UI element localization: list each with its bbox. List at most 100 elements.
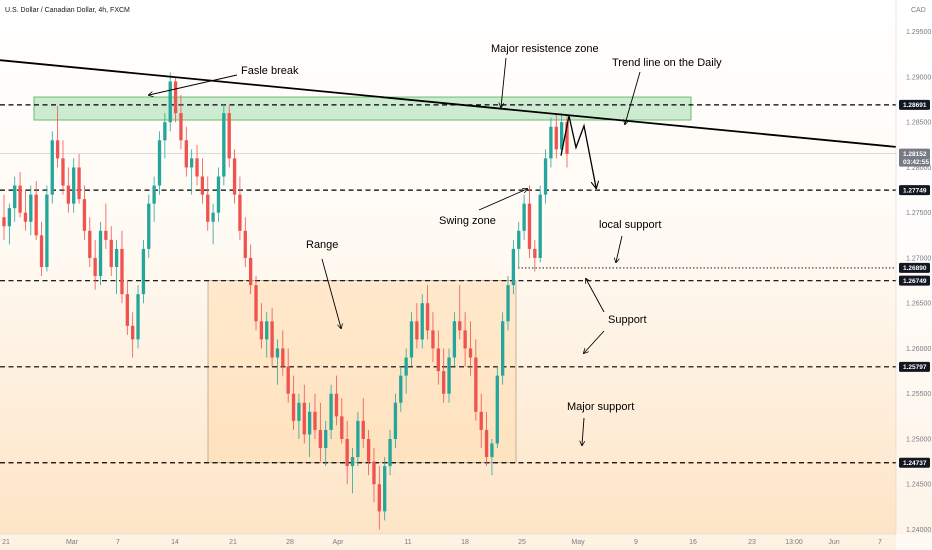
candle [39, 221, 44, 277]
price-tag: 1.25797 [899, 361, 930, 372]
candle [495, 366, 499, 449]
symbol-title: U.S. Dollar / Canadian Dollar, 4h, FXCM [5, 7, 130, 14]
candle [23, 190, 28, 231]
candle [479, 393, 483, 449]
time-tick-label: 25 [518, 539, 526, 546]
candle [522, 194, 526, 240]
price-tags: 1.28691 1.27749 1.26890 1.26749 1.25797 1.247… [899, 99, 930, 468]
annotation-major-support: Major support [567, 401, 634, 413]
candle [291, 375, 296, 430]
candle [388, 429, 392, 476]
candle [45, 185, 49, 272]
candle [517, 221, 521, 267]
candle [425, 285, 430, 340]
candle [77, 153, 81, 204]
price-tick-label: 1.26000 [906, 346, 931, 353]
candle [318, 402, 323, 462]
candle [506, 276, 510, 331]
price-tick-label: 1.26500 [906, 301, 931, 308]
candle [286, 348, 290, 403]
candle [297, 393, 301, 439]
candle [511, 239, 516, 295]
arrow-major-support [582, 417, 584, 445]
candle [383, 457, 387, 521]
candle [538, 185, 542, 263]
candle [549, 117, 553, 168]
arrow-false-break [149, 74, 238, 95]
candle [147, 194, 151, 258]
price-tag: 1.28691 [899, 99, 930, 110]
candle [50, 131, 54, 204]
candle [559, 113, 564, 154]
candle [248, 244, 253, 295]
candle [72, 158, 76, 213]
candle [254, 276, 258, 331]
candle [173, 76, 178, 123]
price-tick-label: 1.25500 [906, 391, 931, 398]
svg-text:1.26890: 1.26890 [903, 265, 927, 272]
arrow-range [321, 258, 341, 328]
candle [227, 105, 231, 168]
annotation-major-resistance-zone: Major resistence zone [491, 43, 599, 55]
candle [447, 348, 451, 403]
arrow-swing-zone [478, 189, 527, 211]
svg-text:1.28691: 1.28691 [903, 102, 927, 109]
annotation-trend-line: Trend line on the Daily [612, 57, 722, 69]
price-levels [0, 104, 896, 464]
time-tick-label: 23 [748, 539, 756, 546]
time-tick-label: 9 [634, 539, 638, 546]
candle [34, 181, 38, 240]
candle [93, 239, 97, 290]
price-tag: 1.26749 [899, 275, 930, 286]
time-tick-label: 14 [171, 539, 179, 546]
candle [463, 312, 467, 367]
candle [259, 303, 264, 349]
candle [442, 348, 446, 403]
arrow-support-up [586, 279, 605, 313]
candle [313, 393, 317, 439]
time-tick-label: 28 [286, 539, 294, 546]
price-tag: 1.26890 [899, 262, 930, 273]
candle [409, 312, 414, 367]
candle [184, 126, 188, 177]
candle [141, 239, 146, 304]
price-tick-label: 1.27000 [906, 255, 931, 262]
candle [302, 384, 306, 444]
time-tick-label: May [571, 539, 585, 546]
candle [125, 280, 129, 335]
candle [222, 104, 226, 186]
candle [18, 171, 22, 218]
candle [61, 140, 65, 195]
time-tick-label: 21 [229, 539, 237, 546]
price-tick-label: 1.29000 [906, 74, 931, 81]
candle [190, 149, 194, 195]
annotations: Fasle break Major resistence zone Trend … [149, 43, 722, 445]
candle [157, 131, 162, 195]
price-tick-label: 1.27500 [906, 210, 931, 217]
time-tick-label: 16 [689, 539, 697, 546]
candle [275, 339, 280, 385]
candle [168, 72, 172, 132]
annotation-range: Range [306, 239, 338, 251]
time-axis: 21 Mar 7 14 21 28 Apr 11 18 25 May 9 16 23 13:00 Jun 7 [2, 539, 882, 546]
candle [7, 203, 12, 245]
candle [82, 185, 87, 240]
candle [281, 330, 285, 376]
svg-text:1.27749: 1.27749 [903, 187, 927, 194]
candle [55, 105, 60, 168]
price-tick-label: 1.24500 [906, 482, 931, 489]
projection-path [560, 115, 596, 188]
candle [484, 411, 489, 467]
time-tick-label: 21 [2, 539, 10, 546]
candle [66, 167, 71, 213]
time-tick-label: 18 [461, 539, 469, 546]
price-tick-label: 1.28000 [906, 165, 931, 172]
price-axis: 1.29500 1.29000 1.28500 1.28000 1.27500 1.270… [906, 29, 931, 534]
annotation-false-break: Fasle break [241, 65, 299, 77]
price-tick-label: 1.24000 [906, 527, 931, 534]
time-tick-label: 7 [878, 539, 882, 546]
candle [211, 203, 215, 245]
candle [399, 366, 403, 412]
